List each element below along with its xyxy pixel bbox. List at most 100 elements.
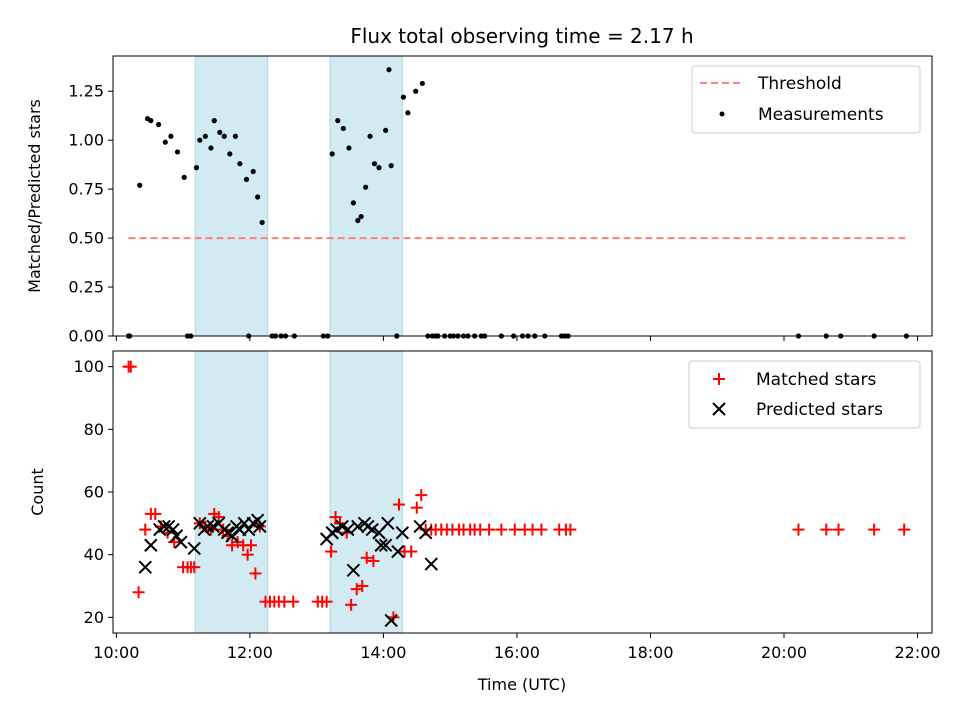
y-tick-label: 1.00 xyxy=(68,131,104,150)
matched-star-marker xyxy=(868,523,881,536)
measurement-point xyxy=(358,213,364,220)
x-tick-label: 12:00 xyxy=(227,643,273,662)
measurement-point xyxy=(259,219,265,226)
bottom-legend-box xyxy=(688,360,921,429)
measurement-point xyxy=(400,94,407,100)
legend-predicted-label: Predicted stars xyxy=(756,400,883,420)
measurement-point xyxy=(388,163,394,169)
y-tick-label: 1.25 xyxy=(68,82,104,101)
matched-star-marker xyxy=(392,498,405,511)
matched-star-marker xyxy=(415,489,428,502)
matched-star-marker xyxy=(244,539,257,552)
measurement-point xyxy=(383,127,389,134)
measurement-points xyxy=(125,67,910,339)
predicted-star-marker xyxy=(225,529,239,543)
measurement-point xyxy=(232,133,239,139)
matched-star-marker xyxy=(287,595,300,608)
predicted-star-marker xyxy=(341,522,355,537)
y-tick-label: 60 xyxy=(84,483,104,502)
measurement-point xyxy=(355,217,361,224)
flux-ratio-panel: Flux total observing time = 2.17 h 0.000… xyxy=(25,24,933,346)
legend-threshold-label: Threshold xyxy=(757,74,842,94)
observing-intervals-bottom xyxy=(194,350,403,634)
matched-star-marker xyxy=(360,551,373,564)
measurement-point xyxy=(419,80,425,87)
predicted-star-marker xyxy=(166,522,180,537)
measurement-point xyxy=(243,176,250,182)
measurement-point xyxy=(405,110,411,116)
measurement-point xyxy=(202,133,208,139)
measurement-point xyxy=(148,118,154,124)
measurement-point xyxy=(376,165,382,171)
matched-star-marker xyxy=(139,523,152,536)
measurement-point xyxy=(221,133,227,139)
measurement-point xyxy=(217,129,223,135)
y-tick-label: 20 xyxy=(84,608,104,627)
matched-star-marker xyxy=(132,586,145,599)
matched-star-marker xyxy=(410,501,423,514)
predicted-star-marker xyxy=(391,544,405,559)
measurement-point xyxy=(250,168,256,175)
measurement-point xyxy=(211,118,217,124)
predicted-star-marker xyxy=(365,522,379,537)
measurement-point xyxy=(181,174,187,180)
predicted-star-marker xyxy=(351,519,365,534)
count-panel: 20 40 60 80 100 10:00 12:00 14:00 16:00 18:00 20:… xyxy=(28,350,941,694)
matched-star-marker xyxy=(320,595,333,608)
predicted-star-marker xyxy=(144,538,158,552)
predicted-star-markers xyxy=(138,513,438,628)
measurement-point xyxy=(237,161,243,167)
top-x-axis xyxy=(115,336,919,341)
measurement-point xyxy=(350,200,356,206)
predicted-star-marker xyxy=(395,526,410,540)
predicted-star-marker xyxy=(424,557,438,571)
legend-predicted-swatch xyxy=(712,402,726,416)
measurement-point xyxy=(371,161,378,167)
legend-matched-label: Matched stars xyxy=(756,370,876,390)
top-legend-box xyxy=(691,65,921,134)
x-tick-label: 10:00 xyxy=(93,643,139,662)
predicted-star-marker xyxy=(374,538,388,552)
matched-star-marker xyxy=(345,598,358,611)
observing-interval-1 xyxy=(194,350,269,634)
matched-star-markers xyxy=(122,360,911,624)
y-tick-label: 0.25 xyxy=(68,278,104,297)
predicted-star-marker xyxy=(418,526,433,540)
matched-star-marker xyxy=(367,554,380,567)
measurement-point xyxy=(346,145,352,151)
x-axis-label: Time (UTC) xyxy=(477,675,566,694)
y-tick-label: 0.75 xyxy=(68,180,104,199)
measurement-point xyxy=(329,151,335,157)
measurement-point xyxy=(362,184,369,190)
predicted-star-marker xyxy=(253,519,267,534)
top-legend: Threshold Measurements xyxy=(691,65,921,134)
matched-star-marker xyxy=(564,523,577,536)
measurement-point xyxy=(197,137,203,143)
chart-title: Flux total observing time = 2.17 h xyxy=(350,24,693,48)
matched-star-marker xyxy=(188,561,201,574)
top-axes-frame xyxy=(112,55,933,337)
matched-star-marker xyxy=(356,580,369,592)
observing-interval-2 xyxy=(329,350,403,634)
predicted-star-marker xyxy=(193,516,207,531)
measurement-point xyxy=(340,125,346,132)
predicted-star-marker xyxy=(346,563,361,578)
y-tick-label: 100 xyxy=(73,357,104,376)
measurement-point xyxy=(137,182,143,188)
measurement-point xyxy=(193,165,200,171)
x-tick-label: 16:00 xyxy=(494,643,540,662)
measurement-point xyxy=(255,194,261,200)
measurement-point xyxy=(168,133,174,139)
matched-star-marker xyxy=(898,523,911,536)
bottom-legend: Matched stars Predicted stars xyxy=(688,360,921,429)
measurement-point xyxy=(156,121,162,128)
measurement-point xyxy=(208,145,214,151)
predicted-star-marker xyxy=(378,538,393,552)
x-tick-label: 22:00 xyxy=(894,643,940,662)
measurement-point xyxy=(367,133,373,139)
measurement-point xyxy=(386,67,392,73)
bottom-x-axis: 10:00 12:00 14:00 16:00 18:00 20:00 22:00 xyxy=(93,633,941,662)
matched-star-marker xyxy=(820,523,833,536)
matched-star-marker xyxy=(124,360,137,373)
